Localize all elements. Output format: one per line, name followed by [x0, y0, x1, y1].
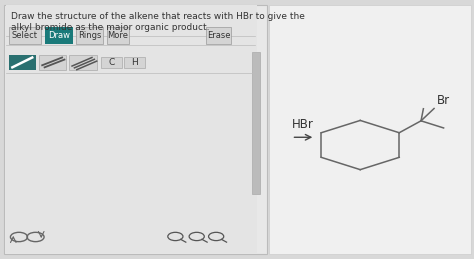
Bar — [4, 5, 267, 254]
Text: Draw the structure of the alkene that reacts with HBr to give the: Draw the structure of the alkene that re… — [11, 12, 305, 21]
Bar — [39, 55, 66, 70]
Bar — [252, 52, 260, 194]
Bar — [107, 27, 129, 44]
Bar — [69, 55, 97, 70]
Bar — [9, 27, 41, 44]
Bar — [124, 57, 145, 68]
Text: alkyl bromide as the major organic product.: alkyl bromide as the major organic produ… — [11, 23, 210, 32]
Bar — [9, 55, 36, 70]
Bar — [76, 27, 103, 44]
Bar — [206, 27, 231, 44]
Text: Rings: Rings — [78, 31, 101, 40]
Bar — [45, 27, 73, 44]
Text: More: More — [108, 31, 128, 40]
Text: Select: Select — [12, 31, 37, 40]
Bar — [6, 5, 257, 253]
Text: Draw: Draw — [48, 31, 70, 40]
Text: H: H — [131, 58, 138, 67]
Text: Erase: Erase — [207, 31, 230, 40]
Bar — [269, 5, 471, 254]
Text: HBr: HBr — [292, 118, 313, 131]
Bar — [101, 57, 122, 68]
Text: Br: Br — [437, 94, 449, 107]
Text: C: C — [108, 58, 115, 67]
